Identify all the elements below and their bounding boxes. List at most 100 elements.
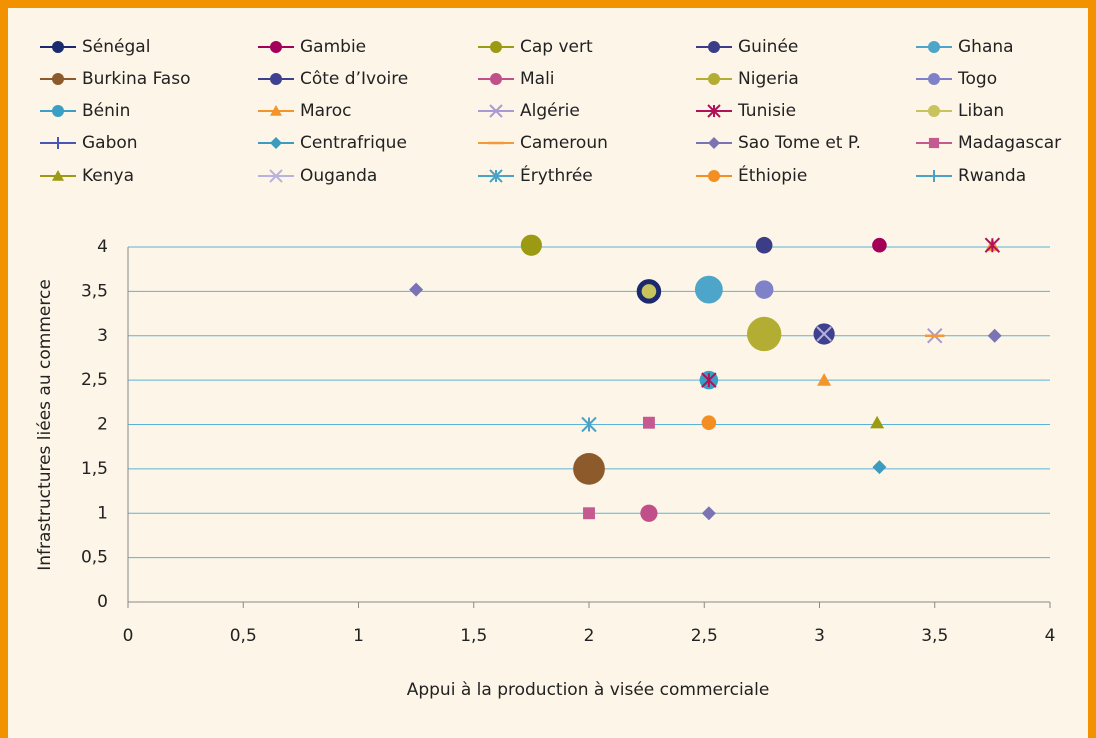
point [641,284,657,299]
point [817,373,832,386]
legend-item: Nigeria [696,69,799,89]
x-tick-label: 0,5 [230,626,257,646]
legend-item: Cameroun [478,133,608,153]
legend-marker-part [708,137,720,149]
point [409,282,424,297]
legend-label: Gambie [300,37,366,57]
point-part [409,282,424,297]
point [987,328,1002,343]
legend-item: Sénégal [40,37,150,57]
legend-marker [489,169,503,183]
legend-marker-part [707,104,721,118]
legend-item: Côte d’Ivoire [258,69,408,89]
legend-label: Algérie [520,101,580,121]
legend-marker [928,73,940,85]
legend-marker-part [52,137,64,149]
y-tick-label: 0 [97,592,108,612]
legend-label: Éthiopie [738,164,807,186]
legend-marker-part [52,170,64,181]
x-tick-label: 3 [814,626,825,646]
point-part [640,504,658,522]
point [642,416,655,429]
legend-marker [928,105,940,117]
point-part [754,280,774,299]
legend-item: Rwanda [916,166,1026,186]
legend-marker-part [708,170,720,182]
point-part [583,507,595,520]
legend-label: Cameroun [520,133,608,153]
legend-item: Centrafrique [258,133,407,153]
legend-marker-part [52,73,64,85]
legend-item: Gabon [40,133,138,153]
legend-marker [52,41,64,53]
legend-label: Liban [958,101,1004,121]
point-part [573,452,605,485]
legend-label: Ouganda [300,166,377,186]
legend-label: Burkina Faso [82,69,190,89]
point-part [872,237,887,253]
legend-item: Tunisie [696,101,796,121]
y-tick-label: 3 [97,326,108,346]
point-part [755,236,773,254]
legend-marker [270,73,282,85]
point [640,504,658,522]
legend-label: Cap vert [520,37,593,57]
legend-label: Nigeria [738,69,799,89]
point [701,372,717,388]
legend-label: Sénégal [82,37,150,57]
x-axis-title: Appui à la production à visée commercial… [407,680,770,700]
legend-marker-part [928,170,940,182]
legend-marker-part [270,41,282,53]
legend-marker-part [490,73,502,85]
legend-marker [52,105,64,117]
legend-marker-part [928,73,940,85]
legend-marker [708,41,720,53]
legend-marker-part [708,41,720,53]
legend-marker [52,170,64,181]
legend-label: Kenya [82,166,134,186]
legend-item: Gambie [258,37,366,57]
legend-label: Togo [957,69,997,89]
x-tick-label: 1,5 [460,626,487,646]
point-part [817,373,832,386]
point-part [694,275,723,304]
legend-item: Guinée [696,37,798,57]
legend-marker [52,73,64,85]
y-tick-label: 3,5 [81,281,108,301]
point [816,326,832,342]
legend-item: Mali [478,69,555,89]
legend-marker-part [928,105,940,117]
legend-marker [707,104,721,118]
legend-label: Côte d’Ivoire [300,69,408,89]
point [694,275,723,304]
x-tick-label: 3,5 [921,626,948,646]
point [872,460,887,475]
point [984,237,1001,253]
legend-marker-part [52,41,64,53]
point-part [701,415,717,431]
point [701,506,716,521]
legend-item: Cap vert [478,37,593,57]
point [581,416,597,433]
legend-marker [490,41,502,53]
legend-item: Sao Tome et P. [696,133,861,153]
point [754,280,774,299]
legend-marker [489,104,503,118]
legend-marker [270,105,282,116]
legend-label: Maroc [300,101,351,121]
legend-item: Togo [916,69,997,89]
legend-item: Éthiopie [696,164,807,186]
point [701,415,717,431]
y-tick-label: 2 [97,415,108,435]
legend-item: Madagascar [916,133,1061,153]
legend-label: Guinée [738,37,798,57]
legend-marker-part [708,73,720,85]
legend-label: Centrafrique [300,133,407,153]
point-part [746,316,782,352]
point-part [984,237,1001,253]
legend-item: Ouganda [258,166,377,186]
x-tick-label: 2 [584,626,595,646]
legend-marker [270,41,282,53]
point [872,237,887,253]
